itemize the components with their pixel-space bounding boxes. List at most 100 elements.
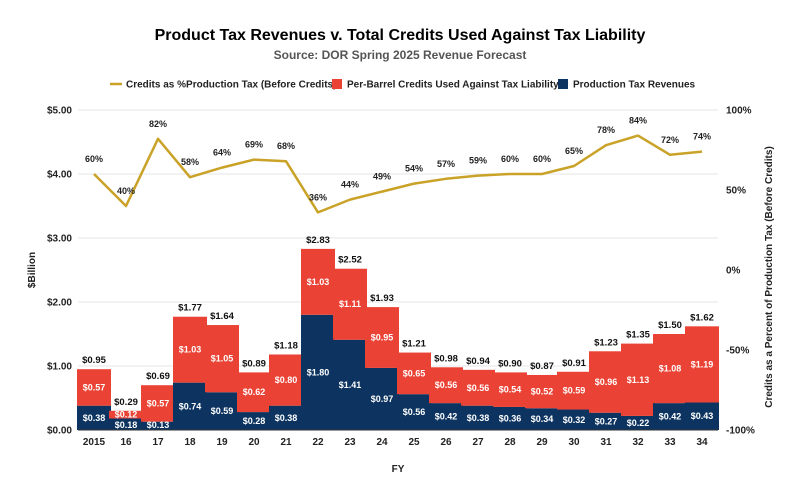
legend-label: Per-Barrel Credits Used Against Tax Liab…	[347, 80, 559, 91]
total-value-label: $1.62	[690, 312, 714, 323]
y2-tick-label: -50%	[726, 346, 749, 357]
bar-revenue	[301, 314, 335, 430]
total-value-label: $1.35	[626, 330, 650, 341]
total-value-label: $2.52	[338, 255, 362, 266]
y2-tick-label: 100%	[726, 106, 752, 117]
total-value-label: $0.94	[466, 356, 490, 367]
bar-credits	[397, 352, 431, 395]
total-value-label: $1.23	[594, 337, 618, 348]
bar-credits	[461, 369, 495, 406]
x-tick-label: 17	[152, 437, 164, 448]
percent-value-label: 40%	[117, 186, 135, 196]
credits-value-label: $0.96	[595, 377, 618, 387]
total-value-label: $1.18	[274, 340, 298, 351]
bar-credits	[109, 410, 143, 419]
total-value-label: $0.91	[562, 358, 586, 369]
total-value-label: $0.95	[82, 355, 106, 366]
bar-revenue	[397, 394, 431, 430]
percent-value-label: 69%	[245, 140, 263, 150]
revenue-value-label: $0.56	[403, 407, 426, 417]
y2-tick-label: 50%	[726, 186, 746, 197]
revenue-value-label: $0.38	[275, 413, 298, 423]
axes: $0.00 $1.00 $2.00 $3.00 $4.00 $5.00 -100% -50% 0…	[47, 106, 755, 449]
percent-value-label: 60%	[533, 154, 551, 164]
revenue-value-label: $0.97	[371, 394, 394, 404]
credits-value-label: $1.05	[211, 354, 234, 364]
percent-line: 60% 40% 82% 58% 64% 69% 68% 36% 44% 49% 54% 57% 59% 6…	[85, 116, 711, 214]
x-tick-label: 16	[120, 437, 132, 448]
revenue-value-label: $0.59	[211, 406, 234, 416]
bar-credits	[333, 268, 367, 340]
chart-title: Product Tax Revenues v. Total Credits Us…	[155, 27, 646, 44]
credits-value-label: $1.11	[339, 299, 361, 309]
credits-value-label: $1.13	[627, 375, 650, 385]
y-axis-title: $Billion	[27, 252, 38, 288]
revenue-value-label: $0.38	[467, 413, 490, 423]
y-tick-label: $0.00	[47, 426, 72, 437]
bar-revenue	[269, 405, 303, 430]
bar-revenue	[525, 408, 559, 430]
total-value-label: $1.21	[402, 339, 426, 350]
bar-revenue	[205, 392, 239, 430]
bar-credits	[269, 354, 303, 406]
bars: $0.38 $0.57 $0.95 $0.18$0.12 $0.29 $0.13 $0.57…	[77, 235, 719, 430]
y-tick-label: $5.00	[47, 106, 72, 117]
revenue-value-label: $0.27	[595, 416, 618, 426]
x-tick-label: 25	[408, 437, 420, 448]
revenue-value-label: $1.41	[339, 380, 362, 390]
bar-revenue	[77, 405, 111, 430]
percent-value-label: 36%	[309, 192, 327, 202]
credits-value-label: $0.12	[115, 410, 138, 420]
revenue-value-label: $0.32	[563, 415, 586, 425]
x-tick-label: 26	[440, 437, 452, 448]
bar-credits	[429, 367, 463, 404]
percent-value-label: 78%	[597, 125, 615, 135]
credits-value-label: $0.56	[435, 380, 458, 390]
percent-value-label: 58%	[181, 157, 199, 167]
x-tick-label: 23	[344, 437, 356, 448]
x-tick-label: 33	[664, 437, 676, 448]
percent-value-label: 65%	[565, 146, 583, 156]
total-value-label: $0.87	[530, 361, 554, 372]
x-axis-title: FY	[392, 464, 405, 475]
x-tick-label: 34	[696, 437, 708, 448]
bar-credits	[653, 334, 687, 404]
chart-subtitle: Source: DOR Spring 2025 Revenue Forecast	[274, 48, 527, 62]
revenue-value-label: $0.13	[147, 420, 170, 430]
bar-revenue	[333, 339, 367, 430]
percent-value-label: 64%	[213, 148, 231, 158]
credits-value-label: $0.54	[499, 385, 522, 395]
credits-value-label: $0.80	[275, 375, 298, 385]
credits-value-label: $0.59	[563, 386, 586, 396]
x-tick-label: 30	[568, 437, 580, 448]
revenue-value-label: $0.28	[243, 416, 266, 426]
bar-credits	[621, 343, 655, 416]
bar-credits	[141, 385, 175, 422]
revenue-value-label: $0.42	[435, 412, 458, 422]
revenue-value-label: $1.80	[307, 367, 330, 377]
total-value-label: $1.50	[658, 320, 682, 331]
x-tick-label: 27	[472, 437, 484, 448]
bar-credits	[205, 325, 239, 393]
bar-revenue	[141, 421, 175, 430]
percent-value-label: 60%	[501, 154, 519, 164]
legend-swatch-credits	[332, 79, 342, 89]
x-tick-label: 28	[504, 437, 516, 448]
credits-value-label: $0.52	[531, 387, 554, 397]
revenue-value-label: $0.22	[627, 418, 650, 428]
credits-value-label: $1.03	[307, 277, 330, 287]
bar-revenue	[653, 403, 687, 430]
bar-revenue	[589, 412, 623, 430]
total-value-label: $0.98	[434, 353, 458, 364]
legend-label: Production Tax Revenues	[573, 80, 696, 91]
bar-revenue	[621, 415, 655, 430]
total-value-label: $0.90	[498, 358, 522, 369]
total-value-label: $1.64	[210, 311, 234, 322]
percent-value-label: 60%	[85, 154, 103, 164]
y2-tick-label: -100%	[726, 426, 755, 437]
y-tick-label: $1.00	[47, 362, 72, 373]
x-tick-label: 20	[248, 437, 260, 448]
bar-revenue	[493, 406, 527, 430]
x-tick-label: 31	[600, 437, 612, 448]
bar-credits	[237, 372, 271, 413]
